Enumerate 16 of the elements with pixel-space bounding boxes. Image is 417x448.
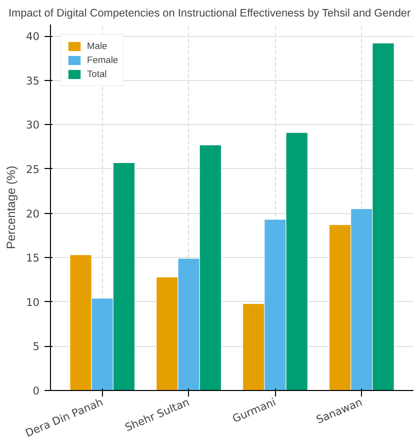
chart-title: Impact of Digital Competencies on Instructional Effectiveness by Tehsil and Gender xyxy=(8,8,411,20)
y-tick-label: 0 xyxy=(32,384,40,398)
y-tick-label: 25 xyxy=(26,162,40,176)
y-tick-label: 40 xyxy=(26,30,40,44)
y-tick-label: 5 xyxy=(32,340,40,354)
y-axis-title: Percentage (%) xyxy=(4,166,18,250)
y-tick-label: 15 xyxy=(26,252,40,265)
legend-label: Female xyxy=(87,54,118,66)
x-tick-label: Dera Din Panah xyxy=(23,396,105,440)
x-tick-label: Shehr Sultan xyxy=(123,396,192,434)
legend-label: Total xyxy=(87,68,107,80)
y-tick-label: 30 xyxy=(26,118,40,132)
legend-label: Male xyxy=(87,40,108,52)
y-tick-label: 20 xyxy=(26,207,40,220)
y-tick-label: 10 xyxy=(26,296,40,309)
y-tick-label: 35 xyxy=(26,74,40,88)
